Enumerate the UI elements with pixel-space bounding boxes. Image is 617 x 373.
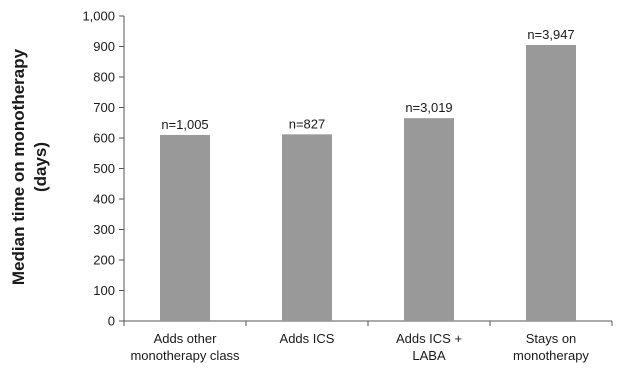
bar: [160, 134, 210, 321]
axes: 0 100 200 300 400 500 600 700 800 900 1,000: [82, 9, 613, 329]
y-tick-label: 800: [93, 70, 115, 85]
y-tick-label: 300: [93, 222, 115, 237]
y-tick-label: 0: [108, 314, 115, 329]
y-tick-label: 400: [93, 192, 115, 207]
bar-data-label: n=1,005: [161, 117, 208, 132]
y-tick-label: 1,000: [82, 9, 115, 24]
x-category-label: Adds ICS +: [396, 331, 462, 346]
x-category-label: Stays on: [526, 331, 577, 346]
x-category-label: Adds ICS: [280, 331, 335, 346]
y-tick-label: 200: [93, 253, 115, 268]
bar-data-label: n=3,019: [405, 100, 452, 115]
bar: [526, 44, 576, 321]
y-tick-label: 900: [93, 39, 115, 54]
y-axis-title: Median time on monotherapy (days): [9, 48, 50, 285]
y-axis-title-line-1: Median time on monotherapy: [9, 48, 28, 285]
bar: [404, 118, 454, 321]
bar: [282, 134, 332, 321]
x-category-label: monotherapy class: [130, 348, 240, 363]
labels: n=1,005 Adds other monotherapy class n=827 A…: [130, 27, 589, 363]
x-category-label: LABA: [412, 348, 446, 363]
y-tick-label: 100: [93, 283, 115, 298]
y-tick-label: 600: [93, 131, 115, 146]
bars: [160, 44, 576, 321]
bar-data-label: n=3,947: [527, 27, 574, 42]
y-axis-title-line-2: (days): [31, 142, 50, 192]
x-category-label: Adds other: [154, 331, 218, 346]
x-category-label: monotherapy: [513, 348, 589, 363]
y-tick-label: 700: [93, 100, 115, 115]
y-tick-label: 500: [93, 161, 115, 176]
bar-data-label: n=827: [289, 116, 326, 131]
